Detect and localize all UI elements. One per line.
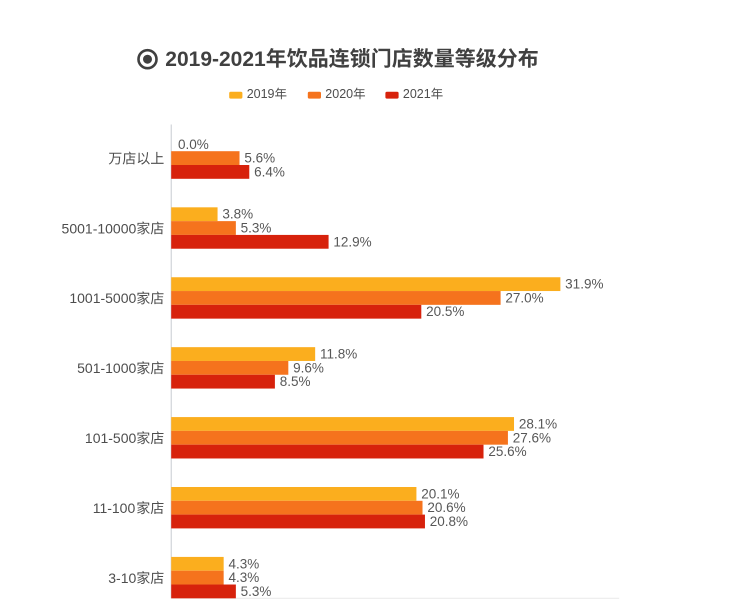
svg-text:8.5%: 8.5% (280, 374, 311, 389)
svg-text:28.1%: 28.1% (519, 416, 557, 431)
svg-text:20.5%: 20.5% (426, 304, 464, 319)
svg-text:12.9%: 12.9% (333, 234, 371, 249)
svg-text:27.0%: 27.0% (505, 290, 543, 305)
svg-text:27.6%: 27.6% (513, 430, 551, 445)
svg-text:2019-2021: 2019-2021 (165, 48, 266, 71)
svg-text:3-10: 3-10 (108, 570, 136, 586)
svg-text:5.3%: 5.3% (241, 584, 272, 599)
svg-text:101-500: 101-500 (85, 430, 137, 446)
svg-text:6.4%: 6.4% (254, 164, 285, 179)
svg-text:20.1%: 20.1% (421, 486, 459, 501)
svg-text:2019: 2019 (247, 87, 275, 101)
svg-text:11.8%: 11.8% (320, 347, 357, 362)
svg-text:25.6%: 25.6% (488, 444, 526, 459)
svg-text:2021: 2021 (403, 87, 431, 101)
svg-text:31.9%: 31.9% (565, 277, 603, 292)
svg-text:20.8%: 20.8% (430, 514, 468, 529)
svg-text:3.8%: 3.8% (222, 207, 253, 222)
svg-text:20.6%: 20.6% (427, 500, 465, 515)
svg-text:501-1000: 501-1000 (77, 360, 136, 376)
svg-text:5001-10000: 5001-10000 (62, 220, 137, 236)
svg-text:11-100: 11-100 (93, 500, 136, 516)
svg-text:2020: 2020 (325, 87, 353, 101)
svg-text:0.0%: 0.0% (178, 137, 209, 152)
svg-text:5.3%: 5.3% (241, 221, 272, 236)
svg-text:4.3%: 4.3% (228, 570, 259, 585)
svg-text:5.6%: 5.6% (244, 151, 275, 166)
svg-text:9.6%: 9.6% (293, 360, 324, 375)
svg-text:1001-5000: 1001-5000 (69, 290, 136, 306)
svg-text:4.3%: 4.3% (228, 556, 259, 571)
